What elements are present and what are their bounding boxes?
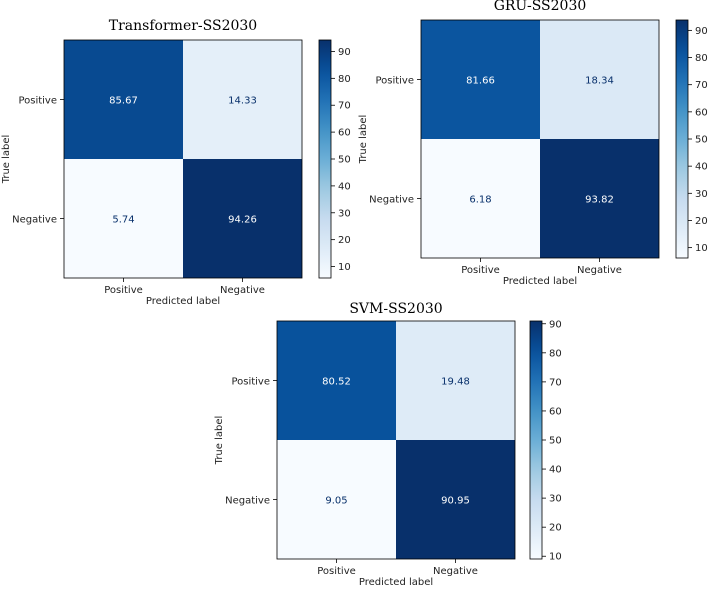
colorbar-tick-label: 10 — [549, 552, 562, 563]
x-tick-label: Negative — [220, 285, 265, 296]
colorbar-tick-label: 50 — [338, 155, 351, 166]
y-tick-label: Negative — [369, 195, 414, 206]
colorbar-tick-label: 40 — [549, 465, 562, 476]
y-axis-label: True label — [1, 135, 12, 185]
cell-value-label: 81.66 — [466, 76, 495, 87]
colorbar-tick-label: 30 — [549, 494, 562, 505]
colorbar-tick-label: 40 — [338, 181, 351, 192]
cell-value-label: 94.26 — [228, 215, 257, 226]
cell-value-label: 19.48 — [441, 377, 470, 388]
colorbar-tick-label: 80 — [695, 53, 708, 64]
y-tick-label: Negative — [12, 215, 57, 226]
x-tick-label: Negative — [577, 265, 622, 276]
heatmap-cell-r0-c1 — [396, 321, 515, 440]
y-tick-label: Positive — [375, 76, 414, 87]
heatmap-cell-r1-c0 — [64, 159, 183, 278]
colorbar-tick-label: 50 — [549, 436, 562, 447]
heatmap-cell-r0-c1 — [183, 40, 302, 159]
heatmap-cell-r0-c1 — [540, 20, 659, 139]
heatmap-cell-r0-c0 — [64, 40, 183, 159]
colorbar-tick-label: 90 — [695, 26, 708, 37]
colorbar — [675, 19, 689, 259]
cell-value-label: 14.33 — [228, 96, 257, 107]
x-tick-label: Positive — [104, 285, 143, 296]
chart-title: Transformer-SS2030 — [109, 18, 257, 34]
cell-value-label: 18.34 — [585, 76, 614, 87]
cell-value-label: 6.18 — [469, 195, 491, 206]
colorbar-tick-label: 50 — [695, 135, 708, 146]
colorbar-tick-label: 70 — [338, 101, 351, 112]
colorbar-tick-label: 80 — [338, 74, 351, 85]
colorbar — [318, 39, 332, 279]
colorbar-tick-label: 20 — [695, 216, 708, 227]
cell-value-label: 85.67 — [109, 96, 138, 107]
colorbar-tick-label: 60 — [549, 406, 562, 417]
colorbar-tick-label: 20 — [338, 235, 351, 246]
x-axis-label: Predicted label — [359, 577, 433, 588]
cell-value-label: 80.52 — [322, 377, 351, 388]
x-tick-label: Negative — [433, 566, 478, 577]
colorbar-tick-label: 40 — [695, 162, 708, 173]
x-axis-label: Predicted label — [146, 296, 220, 307]
y-axis-label: True label — [358, 115, 369, 165]
chart-title: GRU-SS2030 — [494, 0, 587, 14]
colorbar-tick-label: 90 — [338, 47, 351, 58]
heatmap-cell-r1-c1 — [183, 159, 302, 278]
heatmap-cell-r1-c0 — [421, 139, 540, 258]
heatmap-frame — [420, 19, 660, 259]
colorbar-tick-label: 60 — [695, 107, 708, 118]
heatmap-cell-r1-c1 — [396, 440, 515, 559]
x-tick-label: Positive — [317, 566, 356, 577]
y-tick-label: Positive — [18, 96, 57, 107]
colorbar-tick-label: 90 — [549, 319, 562, 330]
colorbar-tick-label: 10 — [338, 262, 351, 273]
confusion-matrix-2: GRU-SS2030 81.66 18.34 6.18 93.82 Positive Neg… — [358, 0, 708, 287]
heatmap-cell-r0-c0 — [421, 20, 540, 139]
cell-value-label: 9.05 — [325, 496, 347, 507]
heatmap-cell-r1-c1 — [540, 139, 659, 258]
colorbar-tick-label: 30 — [695, 189, 708, 200]
colorbar — [529, 320, 543, 560]
cell-value-label: 5.74 — [112, 215, 134, 226]
confusion-matrix-1: Transformer-SS2030 85.67 14.33 5.74 94.26 Pos… — [1, 18, 351, 307]
confusion-matrix-3: SVM-SS2030 80.52 19.48 9.05 90.95 Positive Neg… — [214, 301, 562, 588]
x-tick-label: Positive — [461, 265, 500, 276]
colorbar-tick-label: 20 — [549, 523, 562, 534]
colorbar-tick-label: 30 — [338, 208, 351, 219]
cell-value-label: 90.95 — [441, 496, 470, 507]
cell-value-label: 93.82 — [585, 195, 614, 206]
chart-title: SVM-SS2030 — [349, 301, 442, 317]
heatmap-cell-r1-c0 — [277, 440, 396, 559]
colorbar-tick-label: 10 — [695, 243, 708, 254]
y-tick-label: Positive — [231, 377, 270, 388]
heatmap-frame — [276, 320, 516, 560]
heatmap-frame — [63, 39, 303, 279]
colorbar-tick-label: 60 — [338, 128, 351, 139]
y-tick-label: Negative — [225, 496, 270, 507]
x-axis-label: Predicted label — [503, 276, 577, 287]
colorbar-tick-label: 70 — [695, 80, 708, 91]
colorbar-tick-label: 70 — [549, 377, 562, 388]
y-axis-label: True label — [214, 416, 225, 466]
heatmap-cell-r0-c0 — [277, 321, 396, 440]
colorbar-tick-label: 80 — [549, 348, 562, 359]
